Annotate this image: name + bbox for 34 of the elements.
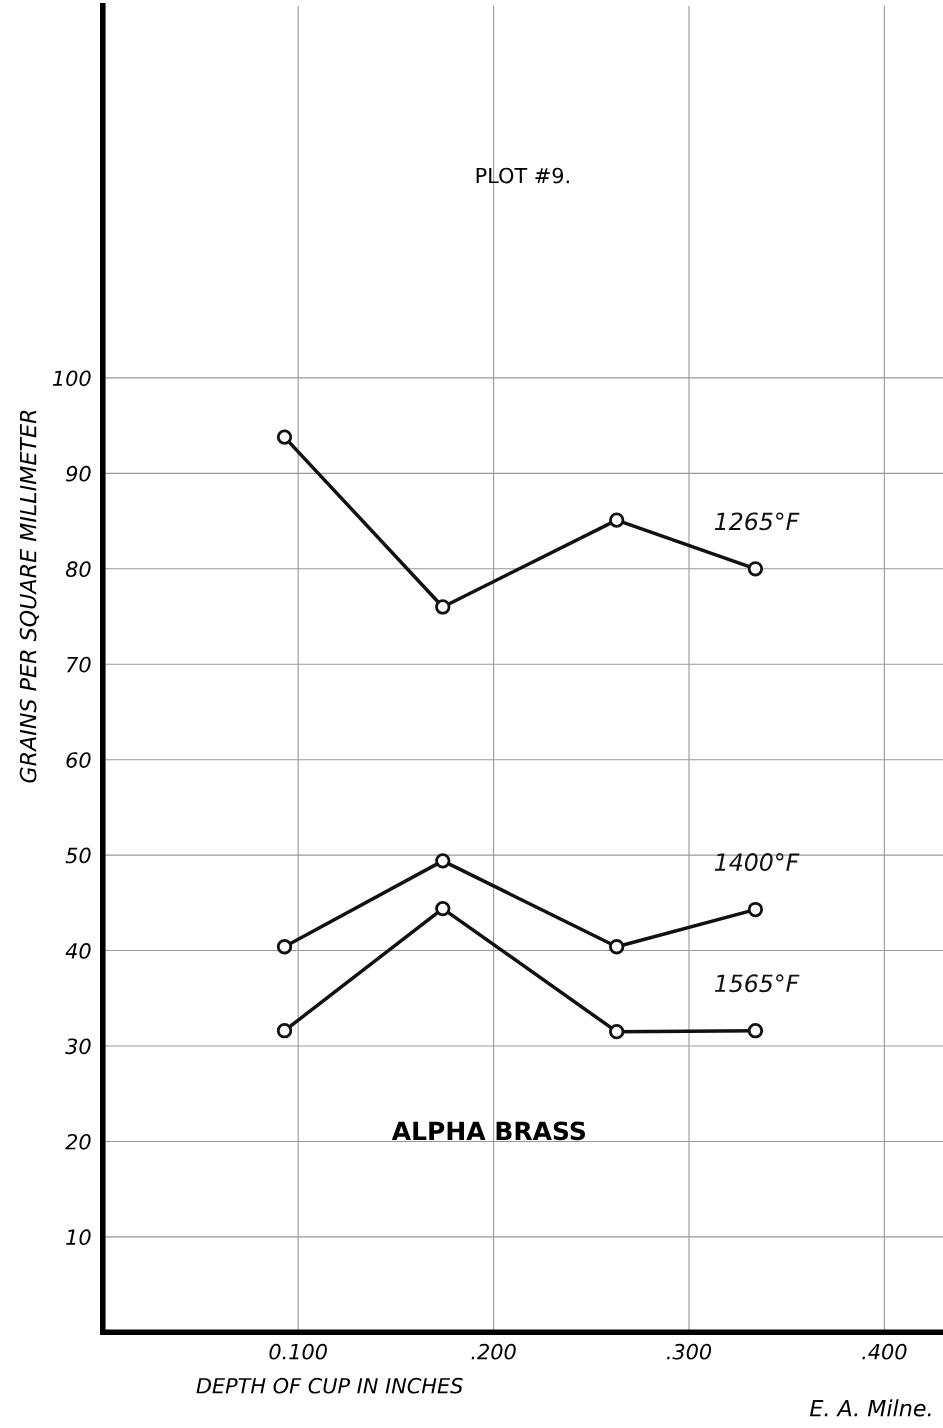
point	[435, 853, 451, 869]
point	[435, 900, 451, 917]
series-label: 1400°F	[714, 853, 800, 871]
x-tick-label: .300	[667, 1343, 712, 1360]
point	[747, 561, 764, 577]
point	[609, 1024, 625, 1040]
point	[435, 599, 451, 615]
series-label: 1565°F	[714, 974, 800, 993]
point	[609, 512, 625, 528]
x-tick-label: .400	[862, 1343, 907, 1360]
y-tick-label: 30	[65, 1038, 91, 1055]
point	[747, 1023, 764, 1039]
point	[276, 429, 293, 445]
text: E. A. Milne.	[809, 1399, 931, 1417]
x-tick-label: 0.100	[269, 1343, 327, 1360]
y-tick-label: 40	[65, 943, 91, 959]
text: ALPHA BRASS	[391, 1121, 586, 1141]
y-tick-label: 70	[67, 656, 91, 673]
y-tick-label: 60	[66, 752, 91, 768]
point	[609, 939, 625, 955]
point	[276, 1023, 293, 1039]
point	[747, 901, 764, 918]
text: PLOT #9.	[476, 167, 569, 184]
y-tick-label: 80	[65, 561, 91, 578]
y-tick-label: 10	[66, 1229, 91, 1246]
series-label: 1265°F	[714, 512, 800, 531]
y-tick-label: 90	[66, 465, 91, 482]
x-axis-title: DEPTH OF CUP IN INCHES	[196, 1377, 463, 1394]
point	[276, 939, 293, 955]
x-tick-label: .200	[471, 1343, 516, 1360]
y-tick-label: 100	[52, 370, 91, 387]
y-axis-title: GRAINS PER SQUARE MILLIMETER	[19, 410, 40, 783]
y-tick-label: 50	[65, 847, 91, 864]
y-tick-label: 20	[65, 1133, 91, 1150]
